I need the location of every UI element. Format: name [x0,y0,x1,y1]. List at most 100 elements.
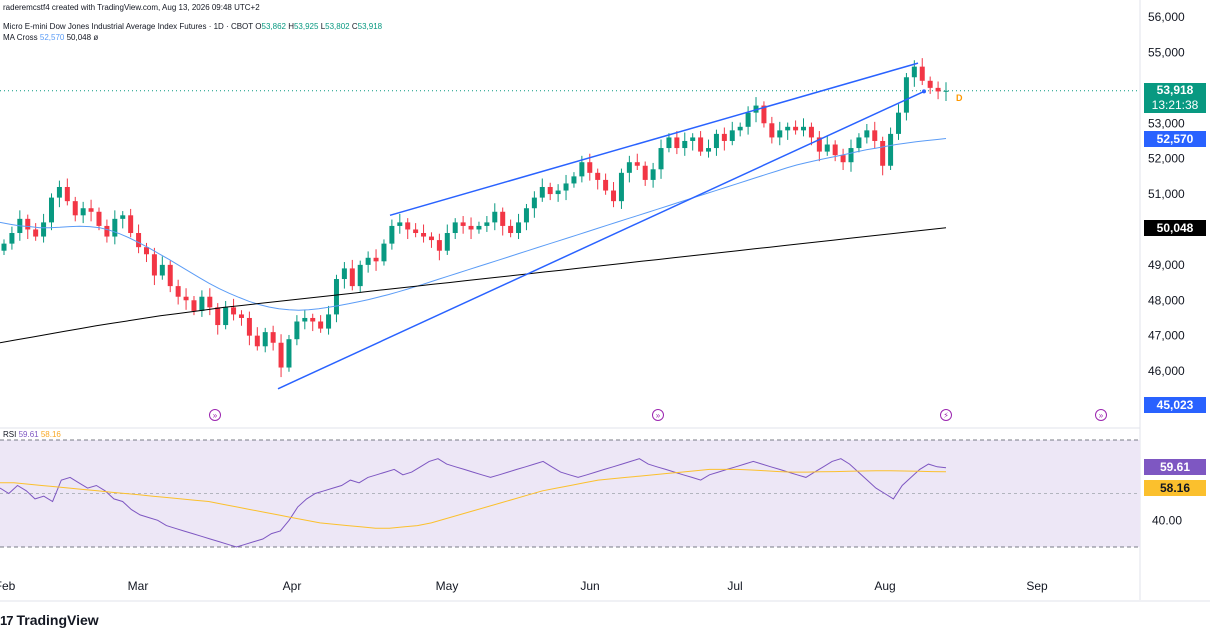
created-by-label: raderemcstf4 created with TradingView.co… [3,3,260,12]
candle-body [737,126,743,131]
ohlc-open-label: O [255,22,262,31]
candle-body [531,197,537,209]
low-price-tag: 45,023 [1144,397,1206,413]
candle-body [357,264,363,287]
candle-body [698,137,704,152]
candle-body [935,87,941,92]
candle-body [690,137,696,141]
footer: 17 TradingView [0,612,99,628]
rsi-legend[interactable]: RSI 59.61 58.16 [3,430,61,439]
event-arrow-icon[interactable]: » [652,409,664,421]
ma-fast-tag: 52,570 [1144,131,1206,147]
candle-body [706,148,712,152]
candle-body [9,233,15,244]
candle-body [120,215,126,219]
candle-body [48,197,54,223]
candle-body [333,279,339,315]
candle-body [864,130,870,138]
candle-body [856,137,862,149]
candle-body [516,222,522,234]
candle-body [270,332,276,343]
candle-body [476,225,482,230]
candle-body [436,240,442,251]
time-axis-label: May [436,579,459,593]
candle-body [397,222,403,226]
candle-body [246,317,252,336]
event-arrow-icon[interactable]: » [209,409,221,421]
candle-body [785,126,791,131]
candle-body [721,133,727,141]
ma-legend[interactable]: MA Cross 52,570 50,048 ø [3,33,98,42]
candle-body [682,140,688,149]
candle-body [349,268,355,287]
time-axis-label: Mar [128,579,149,593]
candle-body [159,264,165,276]
rsi-tick-label: 40.00 [1152,513,1182,527]
candle-body [888,133,894,166]
candle-body [468,225,474,230]
candle-body [381,243,387,262]
candle-body [816,137,822,152]
candle-body [167,264,173,287]
candle-body [484,222,490,226]
candle-body [56,186,62,198]
candle-body [143,247,149,255]
candle-body [444,233,450,251]
price-tick-label: 51,000 [1148,187,1185,201]
dividend-marker[interactable]: D [956,93,963,103]
ma-fast-value: 52,570 [39,33,65,42]
candle-body [207,296,213,308]
candle-body [674,137,680,149]
candle-body [872,130,878,141]
candle-body [769,123,775,138]
candle-body [626,162,632,173]
candle-body [151,254,157,276]
candle-body [310,317,316,322]
ma-legend-symbol: ø [93,33,99,42]
candle-body [658,148,664,170]
candle-body [880,140,886,166]
candle-body [231,307,237,315]
event-arrow-icon[interactable]: » [1095,409,1107,421]
price-tick-label: 55,000 [1148,45,1185,59]
candle-body [238,314,244,318]
candle-body [500,211,506,226]
ma-fast-line [0,138,947,311]
rsi-ma-line [0,468,947,529]
time-axis-label: Sep [1026,579,1048,593]
countdown: 13:21:38 [1151,98,1199,112]
candle-body [254,335,260,347]
trendline-lower [277,90,925,390]
candle-body [341,268,347,280]
candle-body [72,201,78,216]
price-tick-label: 49,000 [1148,258,1185,272]
ohlc-low-label: L [320,22,326,31]
trendline-upper [389,62,919,217]
ohlc-close-label: C [351,22,358,31]
candle-body [547,186,553,195]
candle-body [175,286,181,297]
time-axis-label: Jul [727,579,742,593]
candle-body [666,137,672,149]
rsi-legend-name: RSI [3,430,17,439]
candle-body [25,218,31,230]
candle-body [223,307,229,326]
rsi-ma-legend-value: 58.16 [40,430,61,439]
rsi-ma-tag: 58.16 [1144,480,1206,496]
candle-body [191,300,197,311]
candle-body [571,176,577,184]
candle-body [824,144,830,152]
candle-body [713,133,719,149]
rsi-legend-value: 59.61 [18,430,39,439]
ohlc-high-label: H [288,22,294,31]
candle-body [286,339,292,368]
candle-body [41,222,47,237]
candle-body [128,215,134,234]
event-lightning-icon[interactable]: ⚡ [940,409,952,421]
candle-body [761,105,767,124]
candle-body [96,211,102,226]
candle-body [801,126,807,131]
candle-body [611,190,617,202]
